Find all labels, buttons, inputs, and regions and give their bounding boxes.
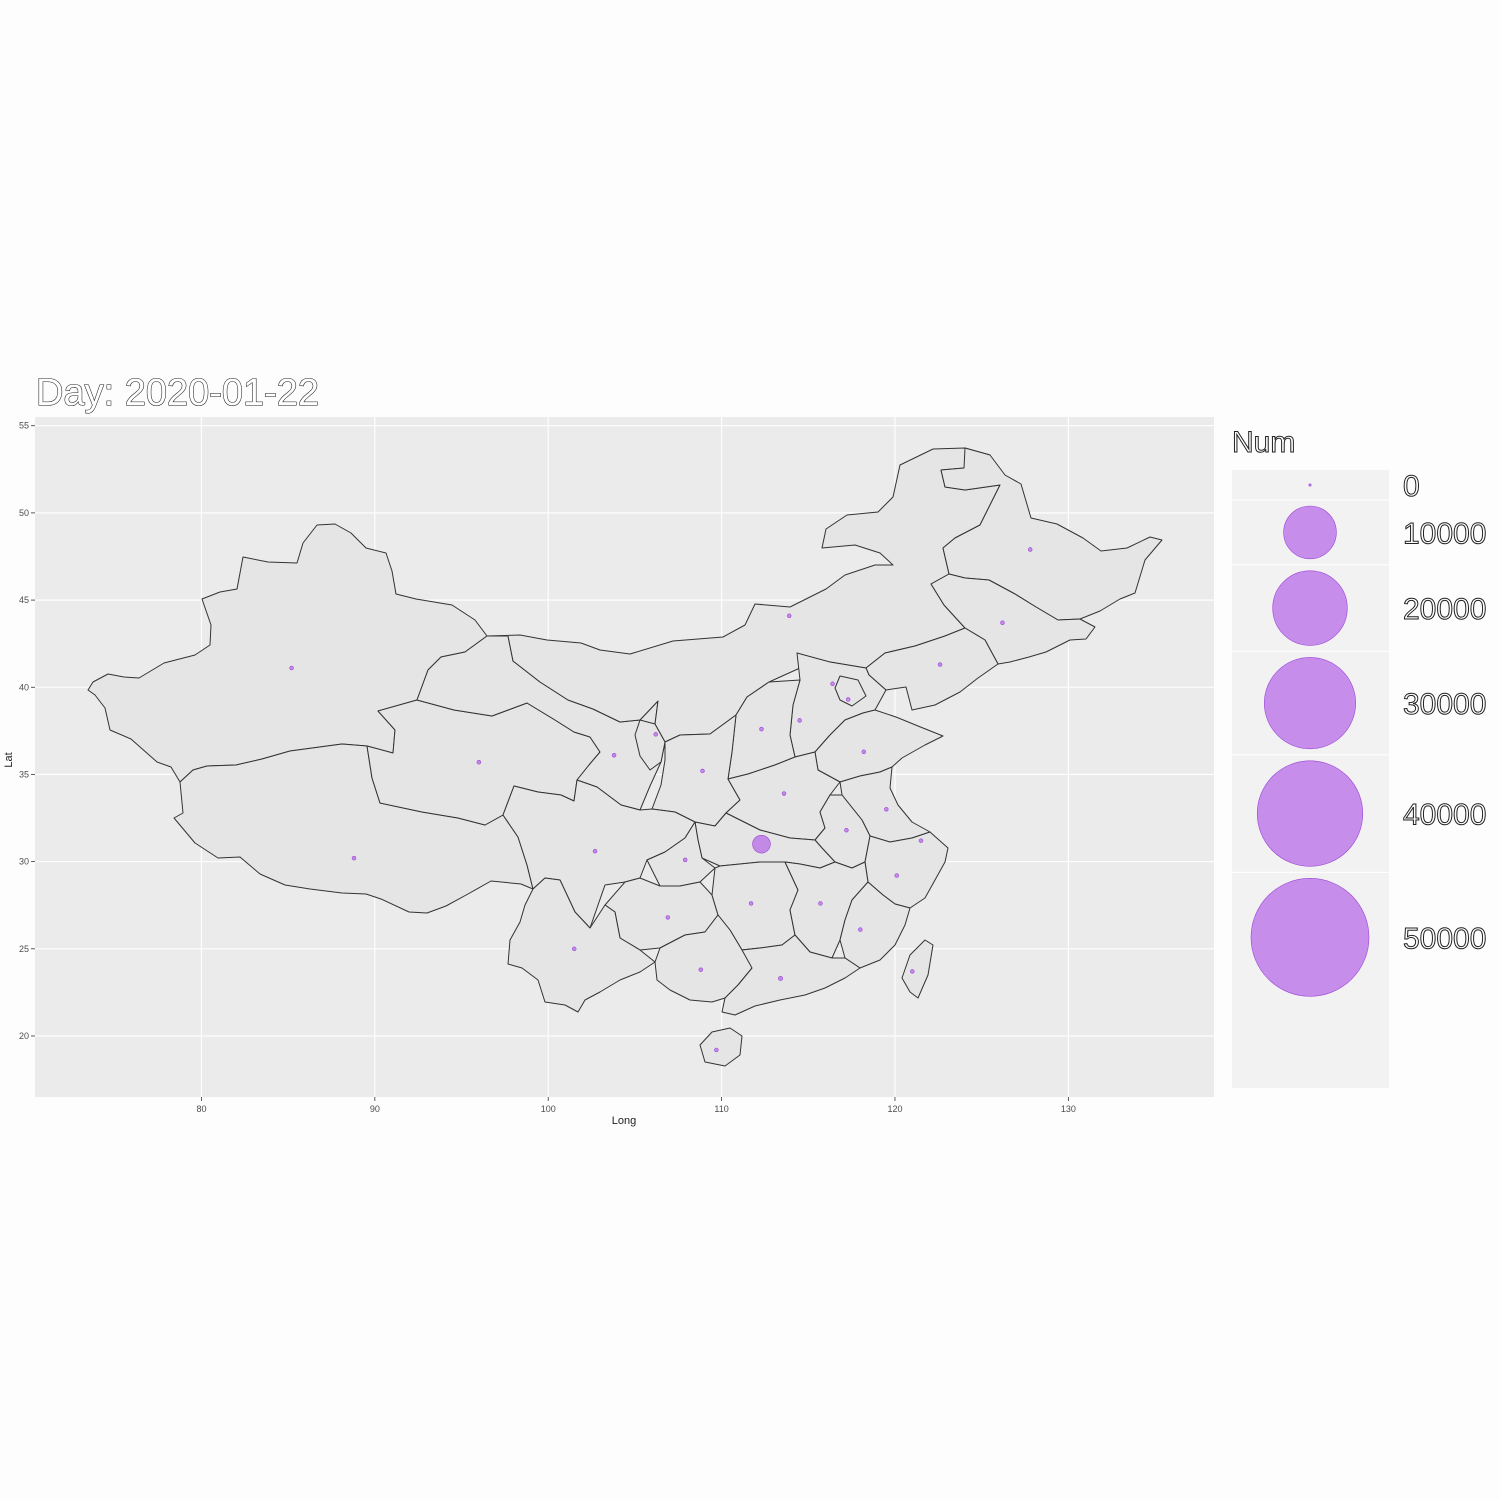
case-point-10	[845, 697, 851, 702]
legend-label-10000: 10000	[1403, 517, 1486, 550]
tibet-region	[173, 743, 534, 914]
y-tick-label-45: 45	[19, 595, 29, 605]
case-point-4	[653, 732, 658, 737]
legend-key-50000	[1250, 878, 1370, 997]
case-point-26	[778, 975, 783, 981]
legend-label-20000: 20000	[1403, 593, 1486, 626]
legend-key-30000	[1263, 657, 1357, 750]
case-point-6	[786, 613, 792, 618]
beijing-tianjin-region	[834, 675, 867, 707]
y-axis-title: Lat	[3, 752, 15, 767]
x-tick-label-130: 130	[1061, 1104, 1076, 1114]
legend-label-40000: 40000	[1403, 799, 1486, 832]
case-point-18	[592, 848, 598, 854]
chart-title: Day: 2020-01-22	[36, 372, 319, 414]
y-tick-label-55: 55	[19, 421, 29, 431]
case-point-3	[611, 753, 617, 758]
case-point-8	[797, 718, 802, 723]
case-points	[289, 547, 1033, 1053]
taiwan-region	[901, 939, 934, 999]
case-point-30	[1000, 620, 1005, 625]
case-point-11	[861, 749, 866, 754]
x-tick-label-120: 120	[887, 1104, 902, 1114]
case-point-25	[698, 967, 704, 972]
y-axis-ticks: 20 25 30 35 40 45 50 55	[19, 421, 35, 1041]
legend-key-20000	[1272, 570, 1348, 646]
case-point-5	[700, 768, 705, 774]
legend-title: Num	[1232, 426, 1295, 459]
province-boundaries	[87, 447, 1163, 1067]
legend-label-30000: 30000	[1403, 688, 1486, 721]
legend-label-0: 0	[1403, 470, 1420, 503]
y-tick-label-25: 25	[19, 944, 29, 954]
hainan-region	[699, 1027, 743, 1067]
case-point-2	[476, 760, 482, 765]
case-point-28	[910, 969, 915, 974]
case-point-21	[571, 946, 577, 952]
size-legend: 0 10000 20000 30000 40000 50000	[1232, 470, 1487, 997]
case-point-31	[937, 662, 943, 667]
case-point-12	[781, 791, 787, 796]
case-point-16	[894, 873, 899, 878]
x-axis-ticks: 80 90 100 110 120 130	[196, 1097, 1076, 1114]
case-point-20	[665, 915, 671, 920]
guangdong-region	[721, 934, 861, 1016]
x-tick-label-110: 110	[714, 1104, 728, 1114]
case-point-15	[918, 838, 924, 843]
y-tick-label-35: 35	[19, 769, 29, 779]
legend-key-40000	[1256, 760, 1364, 867]
x-axis-title: Long	[612, 1115, 636, 1127]
y-tick-label-20: 20	[19, 1031, 29, 1041]
ningxia-region	[634, 719, 666, 771]
case-point-24	[858, 927, 863, 932]
legend-label-50000: 50000	[1403, 922, 1486, 955]
y-tick-label-30: 30	[19, 857, 29, 867]
case-point-7	[759, 726, 764, 732]
yunnan-region	[507, 877, 656, 1013]
fujian-region	[839, 881, 911, 969]
case-point-13	[844, 828, 849, 833]
x-tick-label-80: 80	[196, 1104, 206, 1114]
case-point-17	[752, 834, 771, 854]
case-point-14	[884, 807, 889, 812]
case-point-22	[748, 901, 754, 906]
case-point-19	[682, 857, 688, 863]
x-tick-label-100: 100	[541, 1104, 556, 1114]
case-point-9	[830, 681, 835, 686]
case-point-27	[714, 1047, 719, 1053]
case-point-23	[818, 901, 823, 906]
legend-key-10000	[1283, 505, 1337, 560]
case-point-1	[351, 855, 357, 861]
legend-key-0	[1308, 483, 1312, 487]
case-point-29	[1027, 547, 1033, 552]
case-point-0	[289, 665, 294, 671]
y-tick-label-50: 50	[19, 508, 29, 518]
y-tick-label-40: 40	[19, 682, 29, 692]
x-tick-label-90: 90	[370, 1104, 380, 1114]
